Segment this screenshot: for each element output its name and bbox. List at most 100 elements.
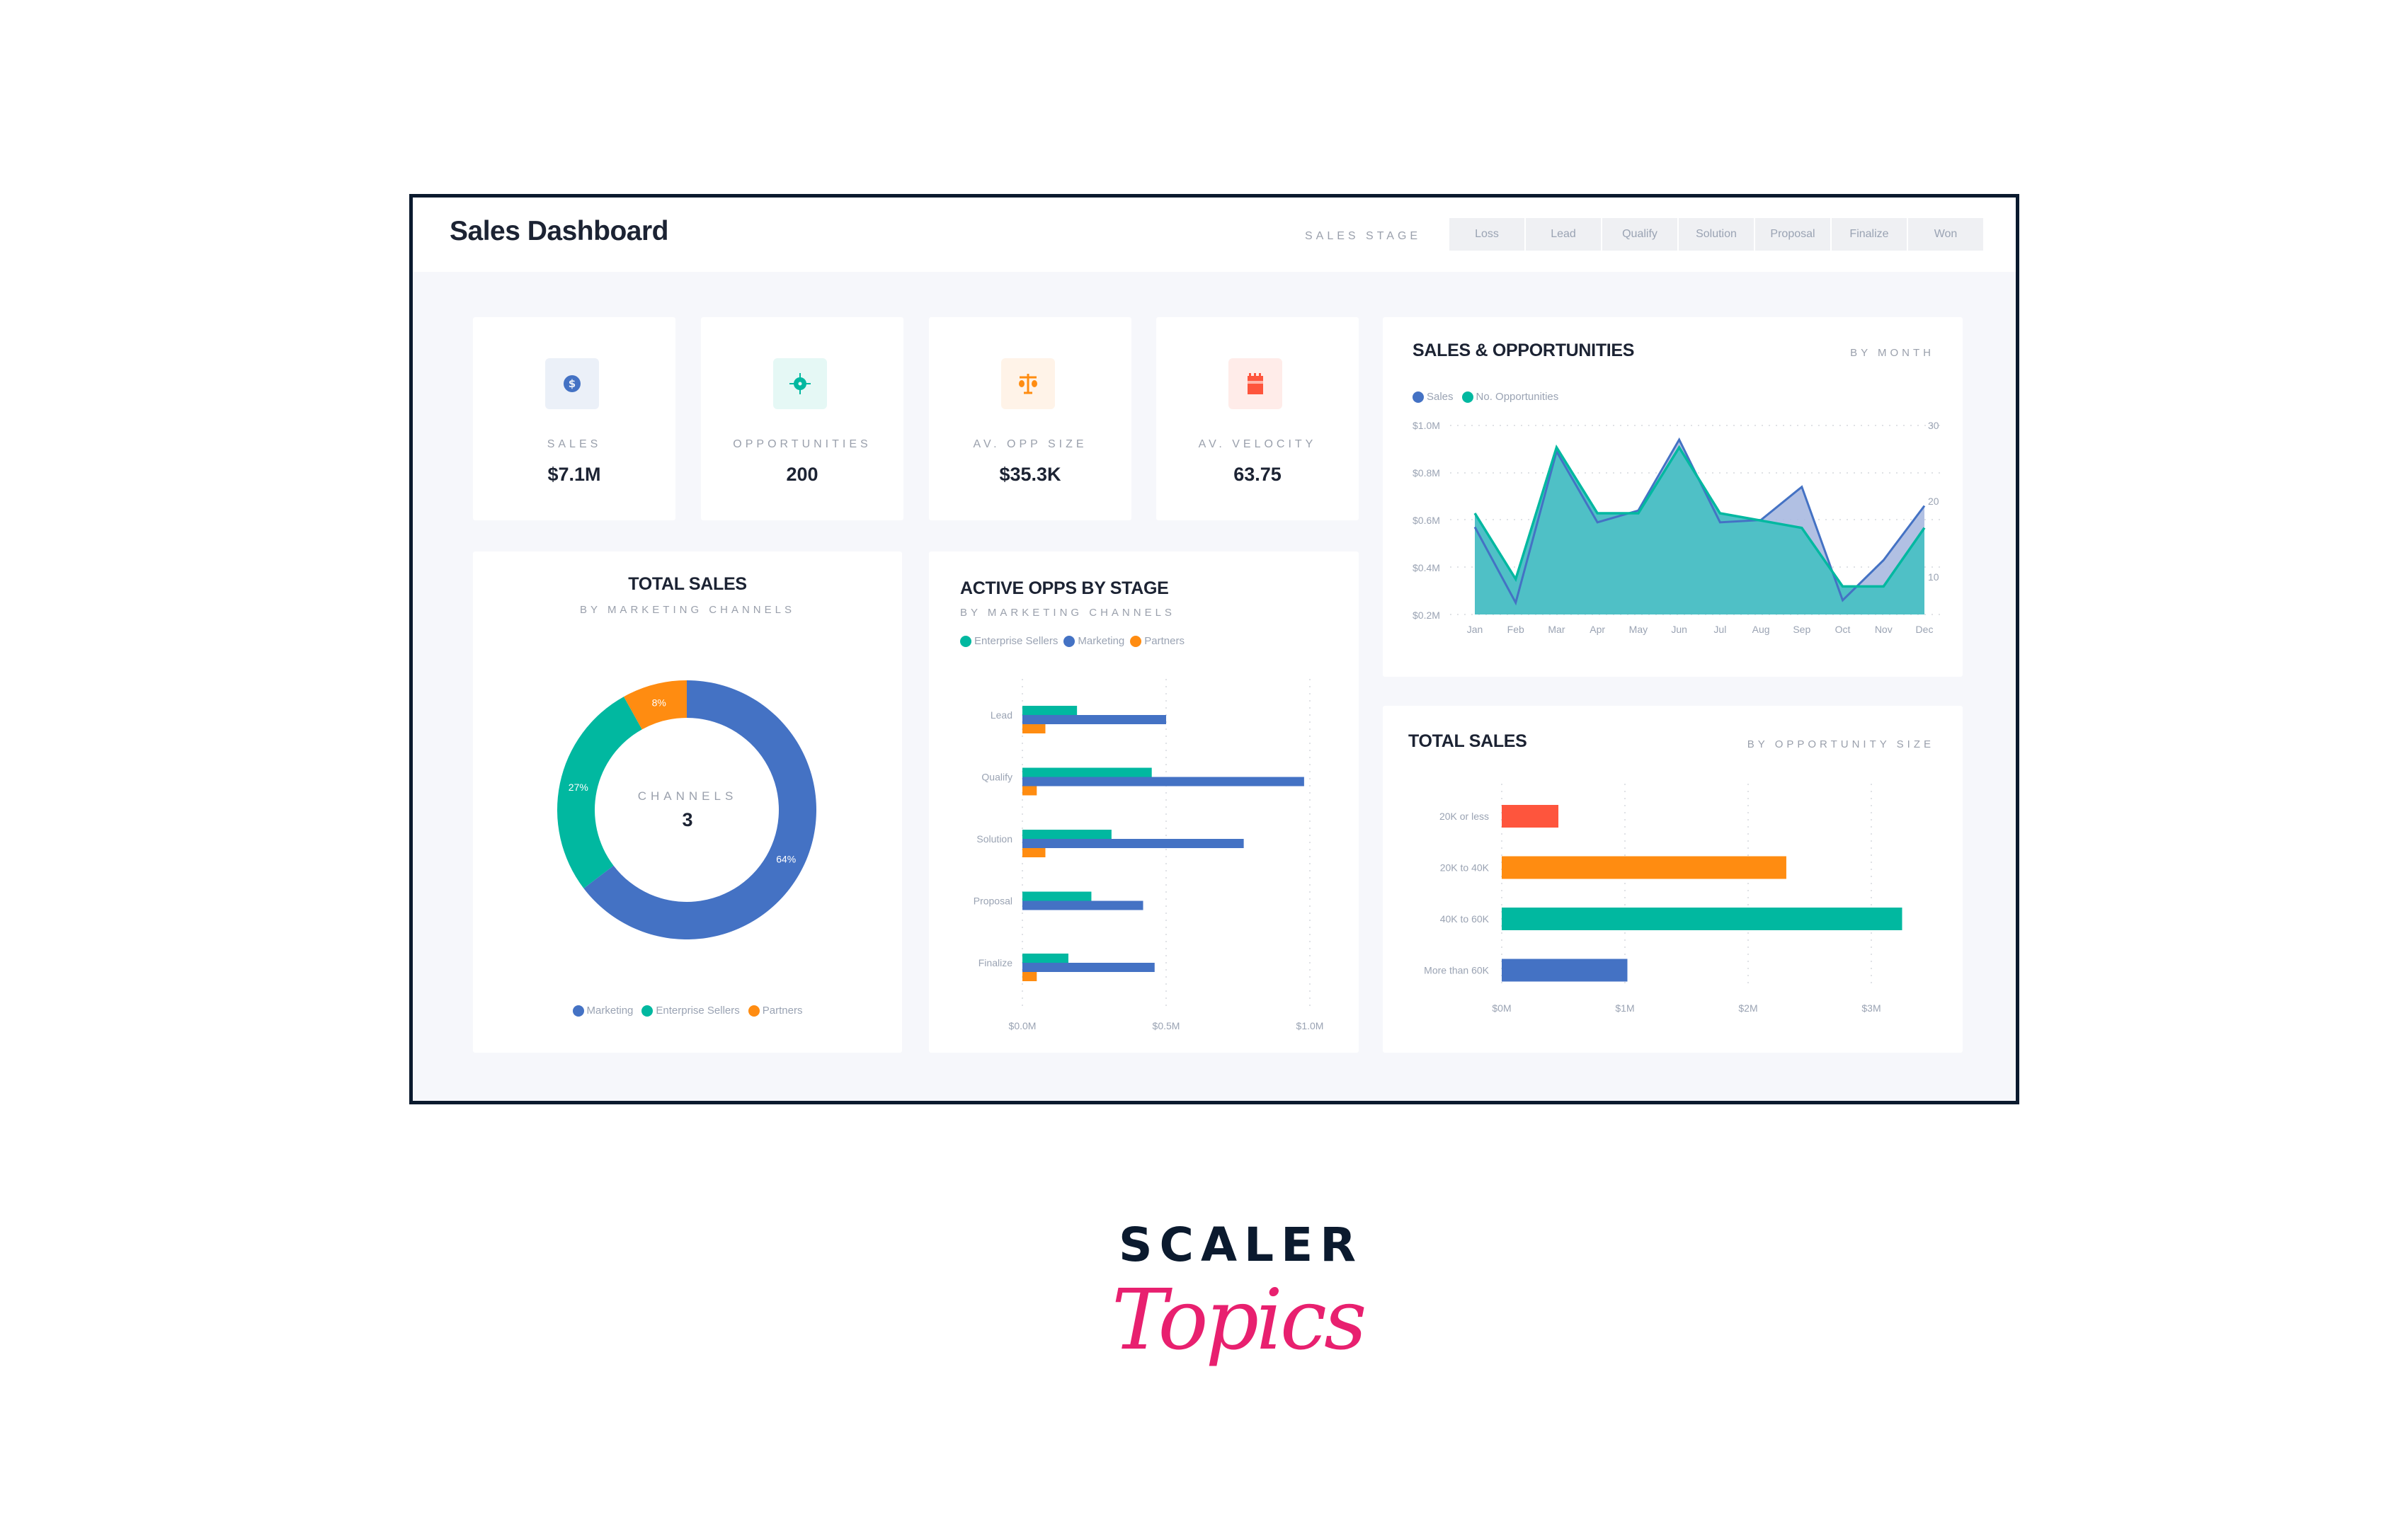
- card-subtitle: BY MARKETING CHANNELS: [580, 604, 795, 616]
- scaler-topics-logo: SCALER Topics: [1112, 1218, 1367, 1368]
- legend-dot: [748, 1005, 760, 1017]
- legend-item-enterprise-sellers[interactable]: Enterprise Sellers: [641, 1005, 740, 1017]
- stage-tab-qualify[interactable]: Qualify: [1602, 218, 1677, 251]
- active-opps-card: ACTIVE OPPS BY STAGE BY MARKETING CHANNE…: [929, 551, 1359, 1053]
- svg-text:8%: 8%: [652, 697, 666, 709]
- scale-icon: [1001, 358, 1055, 409]
- legend-label: Enterprise Sellers: [656, 1005, 740, 1017]
- kpi-label: AV. OPP SIZE: [973, 438, 1088, 450]
- legend-dot: [960, 635, 971, 647]
- svg-text:Dec: Dec: [1916, 624, 1934, 635]
- svg-text:Mar: Mar: [1548, 624, 1565, 635]
- svg-text:64%: 64%: [776, 853, 796, 864]
- chart-legend: Marketing Enterprise Sellers Partners: [473, 1005, 902, 1017]
- legend-item-marketing[interactable]: Marketing: [1063, 635, 1124, 647]
- svg-text:Sep: Sep: [1793, 624, 1810, 635]
- channels-donut-chart[interactable]: 64% 27% 8%: [556, 679, 818, 941]
- svg-text:$1.0M: $1.0M: [1296, 1020, 1324, 1031]
- dollar-icon: $: [545, 358, 599, 409]
- chart-legend: Enterprise Sellers Marketing Partners: [960, 635, 1185, 647]
- svg-text:Aug: Aug: [1752, 624, 1770, 635]
- card-title: ACTIVE OPPS BY STAGE: [960, 578, 1169, 598]
- stage-tab-proposal[interactable]: Proposal: [1755, 218, 1830, 251]
- legend-item-marketing[interactable]: Marketing: [572, 1005, 634, 1017]
- svg-text:20K or less: 20K or less: [1439, 811, 1489, 822]
- legend-dot: [572, 1005, 584, 1017]
- legend-label: No. Opportunities: [1476, 391, 1559, 403]
- svg-text:$: $: [569, 377, 576, 390]
- svg-text:$0.0M: $0.0M: [1009, 1020, 1037, 1031]
- opportunity-size-bar-chart[interactable]: 20K or less 20K to 40K 40K to 60K More than…: [1383, 706, 1963, 1053]
- sales-opportunities-area-chart[interactable]: $1.0M $0.8M $0.6M $0.4M $0.2M 30 20 10 Jan Feb M…: [1383, 317, 1963, 677]
- page-title: Sales Dashboard: [450, 216, 668, 246]
- kpi-value: $35.3K: [999, 464, 1061, 485]
- kpi-label: OPPORTUNITIES: [733, 438, 872, 450]
- legend-label: Partners: [762, 1005, 803, 1017]
- kpi-value: 200: [786, 464, 818, 485]
- legend-dot: [1063, 635, 1075, 647]
- card-title: TOTAL SALES: [1408, 731, 1527, 751]
- svg-text:$0.6M: $0.6M: [1413, 515, 1440, 526]
- dashboard-frame: Sales Dashboard SALES STAGE Loss Lead Qu…: [409, 194, 2019, 1104]
- sales-stage-label: SALES STAGE: [1305, 230, 1422, 242]
- kpi-card-opportunities: OPPORTUNITIES 200: [701, 317, 903, 520]
- calendar-icon: [1228, 358, 1282, 409]
- svg-text:Qualify: Qualify: [981, 772, 1012, 783]
- card-title: TOTAL SALES: [628, 574, 747, 594]
- legend-item-enterprise-sellers[interactable]: Enterprise Sellers: [960, 635, 1058, 647]
- legend-item-sales[interactable]: Sales: [1413, 391, 1454, 403]
- legend-item-partners[interactable]: Partners: [1130, 635, 1185, 647]
- svg-text:Solution: Solution: [976, 833, 1012, 845]
- legend-label: Sales: [1427, 391, 1454, 403]
- svg-text:30: 30: [1928, 420, 1939, 431]
- stage-tab-solution[interactable]: Solution: [1679, 218, 1754, 251]
- sales-stage-filter: Loss Lead Qualify Solution Proposal Fina…: [1449, 218, 1983, 251]
- svg-text:$0.5M: $0.5M: [1153, 1020, 1180, 1031]
- stage-tab-loss[interactable]: Loss: [1449, 218, 1524, 251]
- svg-text:May: May: [1629, 624, 1648, 635]
- svg-text:Oct: Oct: [1835, 624, 1851, 635]
- svg-text:$2M: $2M: [1738, 1002, 1757, 1014]
- legend-label: Enterprise Sellers: [974, 635, 1059, 647]
- donut-center-label: CHANNELS: [637, 789, 738, 803]
- legend-dot: [1461, 391, 1473, 403]
- stage-tab-finalize[interactable]: Finalize: [1832, 218, 1907, 251]
- active-opps-bar-chart[interactable]: Lead Qualify Solution Proposal Finalize $0.0M…: [929, 551, 1359, 1053]
- svg-text:$0.8M: $0.8M: [1413, 467, 1440, 479]
- svg-text:Feb: Feb: [1507, 624, 1524, 635]
- svg-text:$1.0M: $1.0M: [1413, 420, 1440, 431]
- logo-topics-text: Topics: [1112, 1271, 1367, 1368]
- legend-label: Partners: [1144, 635, 1185, 647]
- svg-text:Jan: Jan: [1467, 624, 1483, 635]
- legend-label: Marketing: [1078, 635, 1125, 647]
- legend-item-opportunities[interactable]: No. Opportunities: [1461, 391, 1559, 403]
- svg-text:$0M: $0M: [1492, 1002, 1511, 1014]
- dashboard-header: Sales Dashboard SALES STAGE Loss Lead Qu…: [413, 198, 2016, 272]
- total-sales-channels-card: TOTAL SALES BY MARKETING CHANNELS 64% 27%…: [473, 551, 902, 1053]
- svg-text:10: 10: [1928, 571, 1939, 583]
- card-title: SALES & OPPORTUNITIES: [1413, 341, 1635, 360]
- svg-text:Proposal: Proposal: [974, 896, 1012, 907]
- legend-label: Marketing: [586, 1005, 634, 1017]
- card-subtitle: BY MONTH: [1850, 347, 1934, 359]
- kpi-card-sales: $ SALES $7.1M: [473, 317, 675, 520]
- logo-scaler-text: SCALER: [1119, 1218, 1364, 1272]
- svg-text:$1M: $1M: [1615, 1002, 1634, 1014]
- stage-tab-won[interactable]: Won: [1908, 218, 1983, 251]
- card-subtitle: BY OPPORTUNITY SIZE: [1747, 738, 1934, 750]
- svg-text:$0.2M: $0.2M: [1413, 610, 1440, 621]
- target-icon: [773, 358, 827, 409]
- kpi-label: AV. VELOCITY: [1198, 438, 1317, 450]
- svg-text:Jul: Jul: [1713, 624, 1726, 635]
- svg-text:Apr: Apr: [1590, 624, 1605, 635]
- stage-tab-lead[interactable]: Lead: [1526, 218, 1601, 251]
- chart-legend: Sales No. Opportunities: [1413, 391, 1558, 403]
- svg-text:Nov: Nov: [1875, 624, 1893, 635]
- legend-dot: [641, 1005, 654, 1017]
- card-subtitle: BY MARKETING CHANNELS: [960, 607, 1175, 619]
- svg-text:40K to 60K: 40K to 60K: [1440, 913, 1490, 925]
- svg-text:$3M: $3M: [1861, 1002, 1881, 1014]
- svg-text:Jun: Jun: [1671, 624, 1687, 635]
- kpi-card-av-velocity: AV. VELOCITY 63.75: [1156, 317, 1359, 520]
- legend-item-partners[interactable]: Partners: [748, 1005, 803, 1017]
